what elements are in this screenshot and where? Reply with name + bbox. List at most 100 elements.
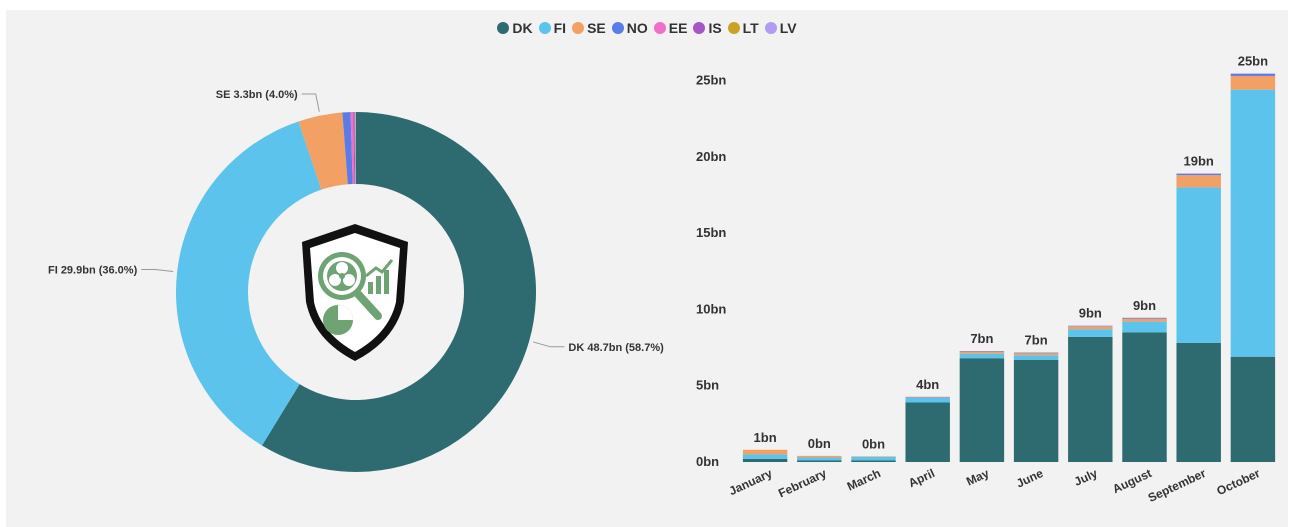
donut-slice-se[interactable]: [298, 112, 348, 190]
legend-item-no[interactable]: NO: [611, 20, 648, 36]
legend-dot: [572, 22, 585, 34]
legend-label: DK: [512, 20, 533, 36]
bar-march-dk[interactable]: [851, 460, 896, 462]
bar-september-se[interactable]: [1176, 175, 1221, 188]
donut-slice-is[interactable]: [353, 112, 356, 185]
chart-panel: DK FI SE NO EE IS LT LV DK 48.7bn (58.7%) FI 29.…: [6, 10, 1288, 527]
legend-dot: [497, 22, 510, 34]
donut-slice-dk[interactable]: [261, 112, 536, 472]
bar-july-dk[interactable]: [1068, 336, 1113, 462]
bar-july-se[interactable]: [1068, 326, 1113, 330]
legend-item-is[interactable]: IS: [693, 20, 722, 36]
legend-label: NO: [626, 20, 648, 36]
legend-dot: [653, 22, 666, 34]
bar-march-fi[interactable]: [851, 456, 896, 461]
bar-total-label: 9bn: [1079, 306, 1102, 321]
bar-september-dk[interactable]: [1176, 342, 1221, 462]
x-tick-label: October: [1215, 466, 1263, 498]
y-tick-label: 10bn: [696, 301, 726, 316]
x-tick-label: May: [964, 466, 991, 489]
bar-june-no[interactable]: [1013, 352, 1059, 354]
legend-label: IS: [708, 20, 722, 36]
bar-total-label: 0bn: [862, 436, 885, 451]
legend-item-dk[interactable]: DK: [497, 20, 533, 36]
bar-january-se[interactable]: [742, 449, 788, 455]
legend-dot: [538, 22, 551, 34]
y-tick-label: 15bn: [696, 225, 726, 240]
donut-slice-lt[interactable]: [354, 112, 356, 185]
bar-june-dk[interactable]: [1013, 359, 1059, 462]
y-tick-label: 25bn: [696, 73, 726, 88]
bar-march-se[interactable]: [851, 456, 896, 457]
donut-leader-line: [532, 341, 565, 348]
bar-october-fi[interactable]: [1230, 89, 1276, 357]
donut-slice-lv[interactable]: [355, 112, 356, 185]
bar-may-dk[interactable]: [959, 358, 1005, 462]
bar-may-no[interactable]: [959, 351, 1005, 352]
bar-april-dk[interactable]: [905, 402, 950, 462]
legend-label: LV: [779, 20, 797, 36]
x-tick-label: June: [1014, 466, 1046, 491]
bar-may-se[interactable]: [959, 351, 1005, 354]
legend-label: SE: [587, 20, 606, 36]
bar-february-dk[interactable]: [797, 460, 842, 462]
bar-july-fi[interactable]: [1068, 329, 1113, 337]
bar-february-se[interactable]: [797, 455, 842, 458]
bar-april-se[interactable]: [905, 397, 950, 398]
bar-total-label: 9bn: [1133, 298, 1156, 313]
donut-slice-ee[interactable]: [350, 112, 355, 185]
bar-june-fi[interactable]: [1013, 355, 1059, 360]
x-tick-label: January: [727, 466, 775, 498]
bar-total-label: 25bn: [1238, 54, 1268, 69]
bar-total-label: 19bn: [1184, 154, 1214, 169]
bar-january-fi[interactable]: [742, 454, 788, 459]
donut-label-dk: DK 48.7bn (58.7%): [568, 342, 664, 354]
bar-may-fi[interactable]: [959, 353, 1005, 359]
legend-item-ee[interactable]: EE: [653, 20, 688, 36]
x-tick-label: September: [1146, 466, 1208, 505]
bar-august-dk[interactable]: [1122, 332, 1167, 462]
shield-biohazard-analytics-icon: [296, 220, 414, 365]
y-tick-label: 20bn: [696, 149, 726, 164]
bar-total-label: 0bn: [808, 436, 831, 451]
donut-slice-no[interactable]: [342, 112, 353, 185]
bar-august-se[interactable]: [1122, 318, 1167, 322]
bar-july-no[interactable]: [1068, 325, 1113, 327]
bar-june-se[interactable]: [1013, 352, 1059, 356]
y-tick-label: 0bn: [696, 454, 719, 469]
bar-total-label: 7bn: [1025, 333, 1048, 348]
legend-item-se[interactable]: SE: [572, 20, 606, 36]
legend-dot: [764, 22, 777, 34]
legend-label: LT: [742, 20, 759, 36]
bar-total-label: 7bn: [970, 331, 993, 346]
legend-label: FI: [553, 20, 567, 36]
bar-january-dk[interactable]: [742, 458, 788, 462]
donut-label-se: SE 3.3bn (4.0%): [216, 89, 298, 101]
x-tick-label: July: [1072, 466, 1100, 489]
bar-february-fi[interactable]: [797, 457, 842, 461]
y-tick-label: 5bn: [696, 378, 719, 393]
bar-september-fi[interactable]: [1176, 187, 1221, 343]
bar-october-no[interactable]: [1230, 73, 1276, 76]
bar-october-se[interactable]: [1230, 75, 1276, 90]
donut-label-fi: FI 29.9bn (36.0%): [48, 264, 138, 276]
x-tick-label: April: [906, 466, 937, 490]
x-tick-label: February: [776, 466, 829, 501]
legend-item-lt[interactable]: LT: [727, 20, 759, 36]
bar-october-dk[interactable]: [1230, 356, 1276, 462]
bar-april-fi[interactable]: [905, 397, 950, 403]
stacked-bar-chart: 0bn 5bn 10bn 15bn 20bn 25bn 1bn January 0bn Febru…: [696, 54, 1276, 505]
bar-august-fi[interactable]: [1122, 321, 1167, 333]
legend-item-fi[interactable]: FI: [538, 20, 567, 36]
bar-total-label: 4bn: [916, 377, 939, 392]
bar-august-no[interactable]: [1122, 317, 1167, 319]
bar-april-no[interactable]: [905, 396, 950, 398]
bar-september-no[interactable]: [1176, 173, 1221, 176]
legend-label: EE: [668, 20, 688, 36]
legend-dot: [727, 22, 740, 34]
donut-leader-line: [301, 93, 320, 112]
donut-slice-fi[interactable]: [176, 121, 322, 446]
donut-leader-line: [141, 268, 174, 272]
bar-total-label: 1bn: [754, 430, 777, 445]
legend-item-lv[interactable]: LV: [764, 20, 797, 36]
